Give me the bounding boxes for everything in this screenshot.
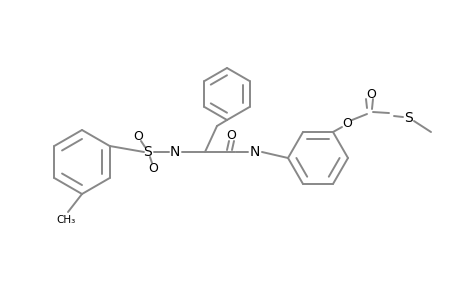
- Text: N: N: [169, 145, 180, 159]
- Text: O: O: [225, 128, 235, 142]
- Text: S: S: [143, 145, 152, 159]
- Text: CH₃: CH₃: [56, 215, 75, 225]
- Text: O: O: [341, 116, 351, 130]
- Text: N: N: [249, 145, 260, 159]
- Text: O: O: [133, 130, 143, 142]
- Text: O: O: [365, 88, 375, 100]
- Text: O: O: [148, 161, 157, 175]
- Text: S: S: [404, 111, 413, 125]
